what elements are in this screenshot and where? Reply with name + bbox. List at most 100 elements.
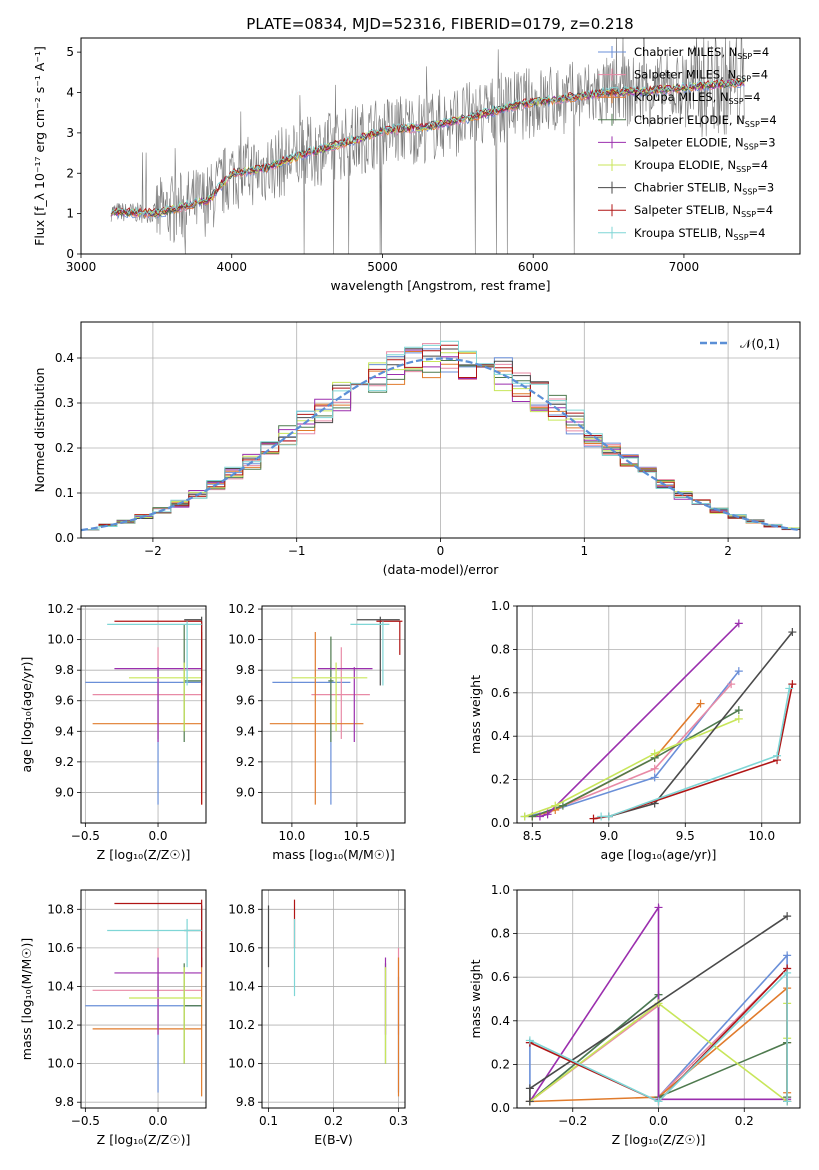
weight-marker (535, 812, 544, 821)
x-tick-label: 0.0 (649, 1114, 668, 1128)
weight-marker (783, 1097, 792, 1106)
y-tick-label: 0 (66, 247, 74, 261)
y-tick-label: 2 (66, 166, 74, 180)
legend-label: Kroupa STELIB, NSSP=4 (634, 226, 765, 242)
y-tick-label: 10.4 (228, 979, 255, 993)
weight-marker (520, 812, 529, 821)
y-tick-label: 9.6 (55, 694, 74, 708)
residual-histogram-panel: −2 −1 0 1 2 0.0 0.1 0.2 0.3 0.4 (data-model)/error… (32, 321, 801, 577)
legend-label: Chabrier ELODIE, NSSP=4 (634, 113, 777, 129)
legend-subscript: SSP (729, 97, 744, 106)
x-tick-label: 0.0 (148, 1114, 167, 1128)
x-tick-label: 4000 (216, 260, 247, 274)
legend-subscript: SSP (741, 210, 756, 219)
axes-frame (516, 605, 801, 824)
y-tick-label: 0.0 (55, 531, 74, 545)
y-tick-label: 1.0 (491, 599, 510, 613)
weight-marker (551, 801, 560, 810)
y-axis-label: mass weight (468, 675, 483, 754)
y-tick-label: 0.8 (491, 642, 510, 656)
weight-marker (650, 764, 659, 773)
legend-count: =4 (744, 90, 761, 104)
y-tick-label: 9.6 (236, 694, 255, 708)
weight-marker (773, 751, 782, 760)
axes-frame (80, 605, 207, 824)
y-axis-label: mass [log₁₀(M/M☉)] (19, 938, 34, 1060)
weight-line (524, 718, 740, 818)
weight-vs-metallicity-panel: −0.2 0.0 0.2 0.0 0.2 0.4 0.6 0.8 1.0 Z [log₁₀(Z/Z… (468, 883, 801, 1147)
normal-legend-label: 𝒩(0,1) (740, 337, 780, 351)
legend-subscript: SSP (745, 120, 760, 129)
spectrum-lines (110, 38, 745, 254)
y-tick-label: 1.0 (491, 883, 510, 897)
y-tick-label: 5 (66, 45, 74, 59)
spectrum-panel: 3000 4000 5000 6000 7000 0 1 2 3 4 5 wavelength [An… (32, 37, 801, 293)
y-axis-label: Flux [f_λ 10⁻¹⁷ erg cm⁻² s⁻¹ A⁻¹] (32, 46, 47, 246)
y-tick-label: 0.2 (491, 773, 510, 787)
weight-marker (727, 680, 736, 689)
y-tick-label: 9.0 (236, 785, 255, 799)
x-tick-label: 10.5 (344, 829, 371, 843)
weight-line (529, 970, 788, 1103)
y-tick-label: 10.2 (47, 1018, 74, 1032)
x-tick-label: 3000 (66, 260, 97, 274)
normal-curve (81, 357, 800, 532)
weight-marker (525, 1036, 534, 1045)
weight-vs-age-panel: 8.5 9.0 9.5 10.0 0.0 0.2 0.4 0.6 0.8 1.0 age [log₁… (468, 599, 801, 862)
x-tick-label: 1 (580, 544, 588, 558)
x-tick-label: 10.0 (279, 829, 306, 843)
y-tick-label: 0.0 (491, 816, 510, 830)
x-axis-label: Z [log₁₀(Z/Z☉)] (97, 1132, 191, 1147)
weight-marker (788, 628, 797, 637)
axes-frame (261, 605, 406, 824)
y-tick-label: 9.8 (236, 663, 255, 677)
x-axis-label: wavelength [Angstrom, rest frame] (330, 278, 550, 293)
y-axis-label: age [log₁₀(age/yr)] (19, 657, 34, 773)
weight-marker (785, 684, 794, 693)
y-tick-label: 0.1 (55, 486, 74, 500)
normal-legend: 𝒩(0,1) (700, 337, 780, 351)
axes-frame (80, 889, 207, 1109)
y-tick-label: 10.8 (47, 902, 74, 916)
y-tick-label: 0.6 (491, 970, 510, 984)
y-tick-label: 0.4 (491, 1014, 510, 1028)
x-tick-label: 0.2 (735, 1114, 754, 1128)
x-tick-label: 7000 (669, 260, 700, 274)
weight-marker (558, 801, 567, 810)
y-tick-label: 0.6 (491, 686, 510, 700)
legend-subscript: SSP (742, 188, 757, 197)
error-bars (269, 616, 403, 805)
legend-count: =4 (751, 158, 768, 172)
y-tick-label: 10.2 (228, 602, 255, 616)
y-tick-label: 3 (66, 126, 74, 140)
legend-count: =4 (760, 113, 777, 127)
y-tick-label: 10.6 (47, 941, 74, 955)
axes-frame (261, 889, 406, 1109)
x-axis-label: age [log₁₀(age/yr)] (601, 847, 717, 862)
weight-marker (525, 1097, 534, 1106)
weight-marker (604, 812, 613, 821)
y-tick-label: 0.4 (491, 729, 510, 743)
x-tick-label: 2 (724, 544, 732, 558)
axes-frame (516, 889, 801, 1109)
x-tick-label: −0.2 (558, 1114, 587, 1128)
y-tick-label: 0.2 (55, 441, 74, 455)
weight-marker (543, 810, 552, 819)
x-tick-label: −1 (288, 544, 306, 558)
y-tick-label: 1 (66, 207, 74, 221)
error-bars (85, 616, 203, 805)
weight-marker (654, 1097, 663, 1106)
x-axis-label: (data-model)/error (383, 562, 500, 577)
legend-subscript: SSP (737, 52, 752, 61)
residual-histogram-kroupa-stelib (81, 340, 800, 531)
y-tick-label: 9.4 (55, 724, 74, 738)
weight-marker (650, 773, 659, 782)
y-tick-label: 10.0 (228, 633, 255, 647)
x-tick-label: 5000 (367, 260, 398, 274)
axes-frame (80, 321, 801, 539)
y-tick-label: 9.8 (55, 663, 74, 677)
y-tick-label: 9.0 (55, 785, 74, 799)
legend-subscript: SSP (736, 165, 751, 174)
y-axis-label: mass weight (468, 959, 483, 1038)
